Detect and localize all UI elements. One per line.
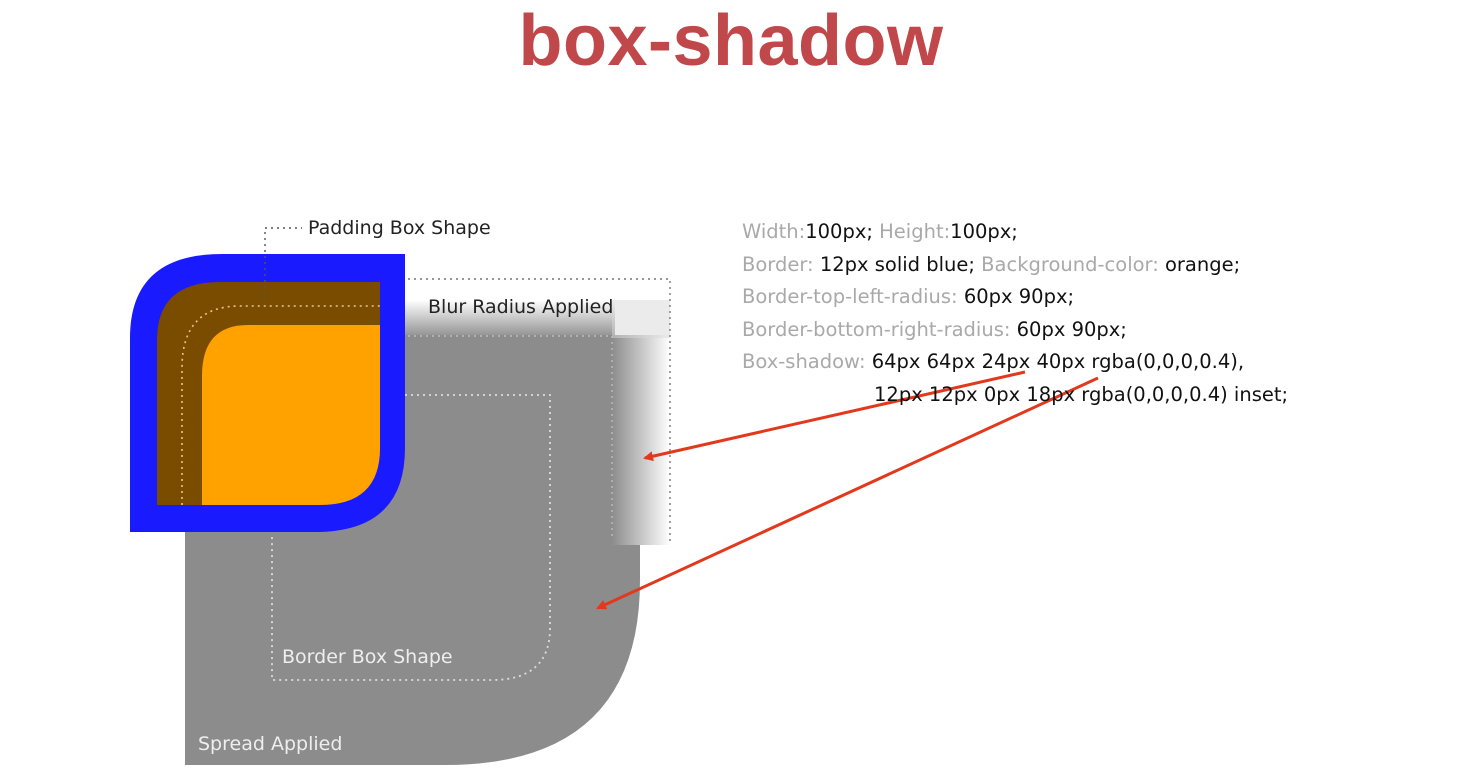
css-property-value: 60px 90px; — [1016, 317, 1127, 341]
padding-box-leader — [264, 227, 302, 300]
arrow-to-blur — [643, 370, 1026, 462]
css-property-value: 12px 12px 0px 18px rgba(0,0,0,0.4) inset… — [874, 382, 1289, 406]
grey-inner-dotted — [408, 335, 613, 540]
blur-falloff-top — [400, 300, 615, 338]
blur-bound-dotted — [408, 278, 671, 545]
css-property-value: 60px 90px; — [963, 285, 1075, 308]
blur-falloff-right — [612, 335, 670, 545]
css-property-line: Width:100px; Height:100px; — [742, 216, 1288, 249]
spread-applied-label: Spread Applied — [198, 733, 343, 755]
css-property-name: Border-bottom-right-radius: — [742, 317, 1017, 341]
blur-radius-applied-label: Blur Radius Applied — [428, 296, 614, 318]
css-property-name: Border: — [742, 252, 820, 276]
css-property-value: 64px 64px 24px 40px rgba(0,0,0,0.4), — [871, 350, 1245, 373]
padding-box-dotted — [181, 305, 380, 505]
padding-box-shape-label: Padding Box Shape — [308, 217, 491, 239]
css-property-line: Border: 12px solid blue; Background-colo… — [742, 249, 1288, 282]
css-property-value: orange; — [1164, 252, 1241, 276]
css-property-line: 12px 12px 0px 18px rgba(0,0,0,0.4) inset… — [742, 379, 1288, 412]
border-box-shape-label: Border Box Shape — [282, 646, 453, 668]
css-property-line: Border-top-left-radius: 60px 90px; — [742, 281, 1288, 314]
blur-falloff-corner — [612, 300, 670, 338]
page-title: box-shadow — [518, 1, 944, 81]
border-box-dotted — [271, 394, 551, 681]
css-property-name: Box-shadow: — [742, 350, 872, 373]
css-property-value: 100px; — [950, 220, 1018, 243]
background-orange — [202, 325, 380, 505]
css-property-line: Border-bottom-right-radius: 60px 90px; — [742, 314, 1288, 347]
css-property-value: 12px solid blue; — [819, 252, 982, 276]
css-property-value: 100px; — [805, 220, 880, 243]
css-property-name: Background-color: — [981, 252, 1165, 276]
arrow-to-spread — [596, 376, 1099, 610]
css-property-name: Height: — [879, 220, 951, 243]
css-property-name: Width: — [742, 220, 806, 243]
css-properties-list: Width:100px; Height:100px; Border: 12px s… — [742, 216, 1288, 411]
css-property-line: Box-shadow: 64px 64px 24px 40px rgba(0,0… — [742, 346, 1288, 379]
css-property-name: Border-top-left-radius: — [742, 285, 964, 308]
